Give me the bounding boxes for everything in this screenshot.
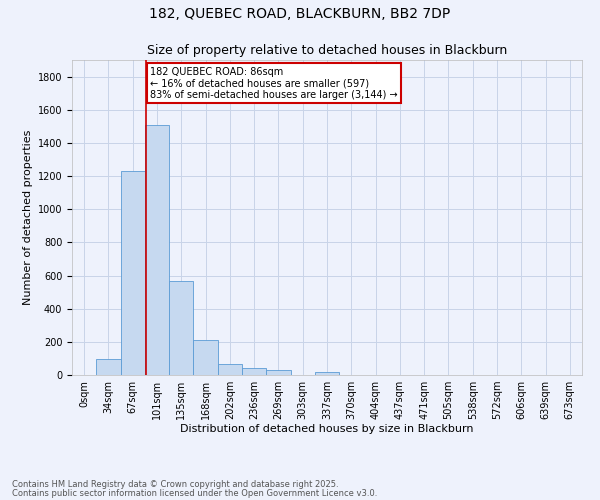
Bar <box>218 364 242 375</box>
Title: Size of property relative to detached houses in Blackburn: Size of property relative to detached ho… <box>147 44 507 58</box>
Bar <box>145 124 169 375</box>
Bar <box>96 359 121 375</box>
Bar <box>193 340 218 375</box>
Bar <box>242 368 266 375</box>
Y-axis label: Number of detached properties: Number of detached properties <box>23 130 34 305</box>
Text: Contains public sector information licensed under the Open Government Licence v3: Contains public sector information licen… <box>12 488 377 498</box>
Bar <box>169 280 193 375</box>
Text: 182 QUEBEC ROAD: 86sqm
← 16% of detached houses are smaller (597)
83% of semi-de: 182 QUEBEC ROAD: 86sqm ← 16% of detached… <box>150 66 398 100</box>
Bar <box>266 370 290 375</box>
X-axis label: Distribution of detached houses by size in Blackburn: Distribution of detached houses by size … <box>180 424 474 434</box>
Text: 182, QUEBEC ROAD, BLACKBURN, BB2 7DP: 182, QUEBEC ROAD, BLACKBURN, BB2 7DP <box>149 8 451 22</box>
Bar <box>315 372 339 375</box>
Text: Contains HM Land Registry data © Crown copyright and database right 2025.: Contains HM Land Registry data © Crown c… <box>12 480 338 489</box>
Bar <box>121 171 145 375</box>
